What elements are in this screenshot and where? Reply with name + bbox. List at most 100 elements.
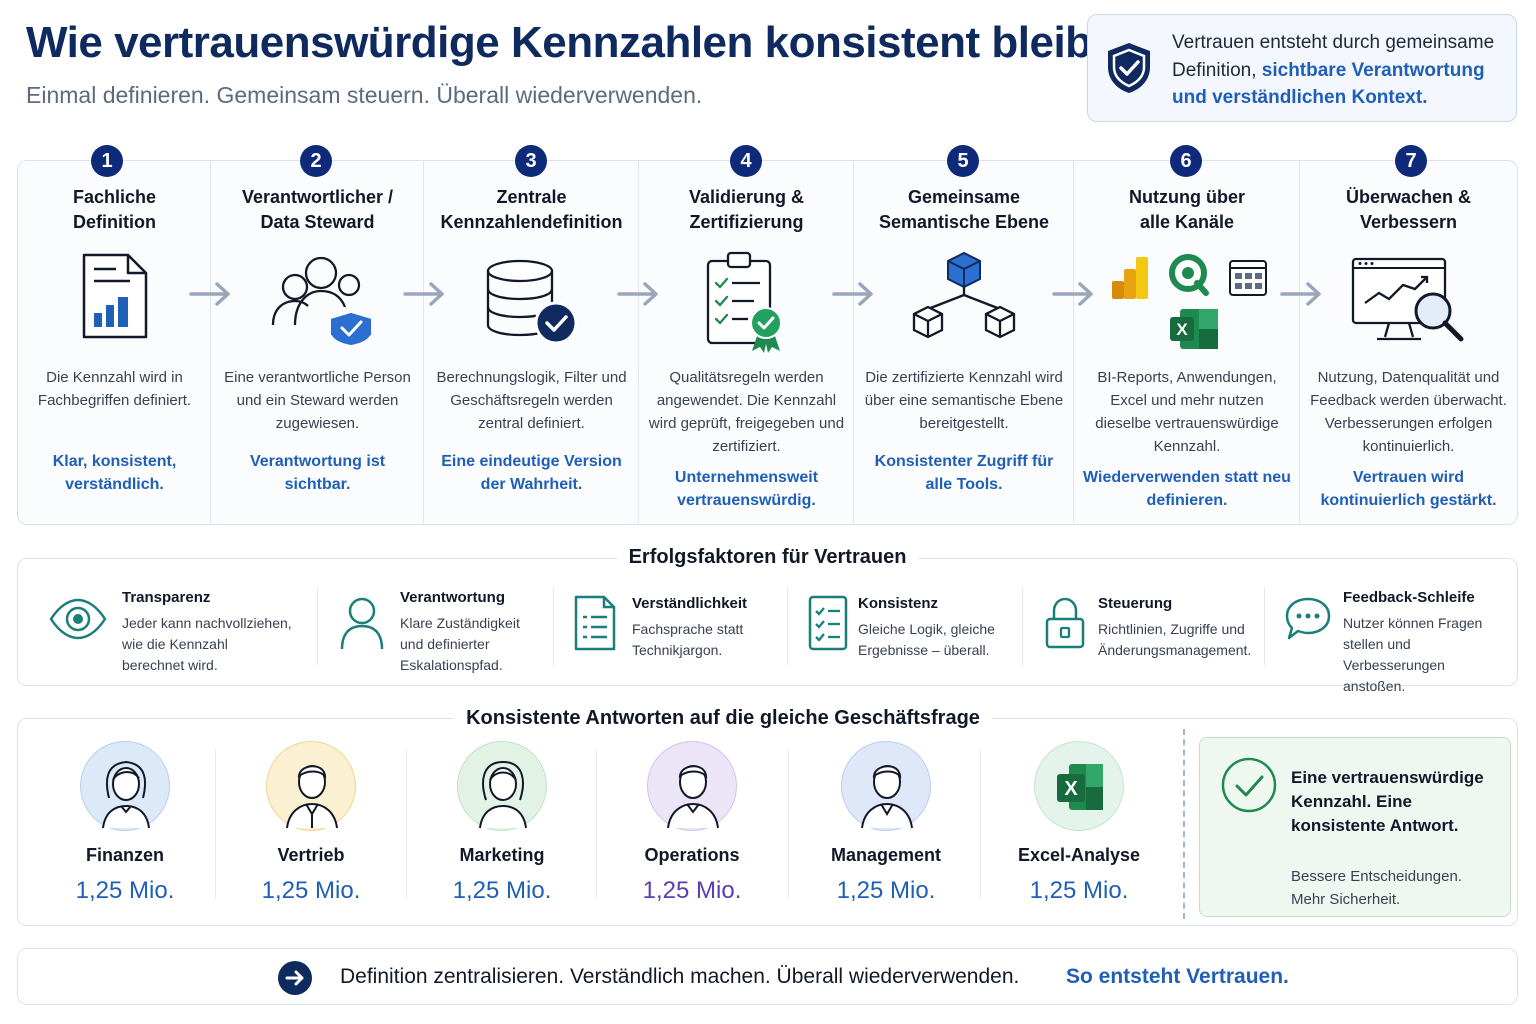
- svg-text:X: X: [1176, 320, 1188, 339]
- dept-finanzen: Finanzen 1,25 Mio.: [30, 741, 220, 911]
- man-avatar-icon: [266, 741, 356, 831]
- result-sub: Bessere Entscheidungen. Mehr Sicherheit.: [1291, 868, 1462, 908]
- step-divider: [1073, 161, 1074, 524]
- step-2: 2 Verantwortlicher / Data Steward Eine ve…: [211, 145, 424, 524]
- step-description: Eine verantwortliche Person und ein Stew…: [224, 369, 411, 432]
- checklist-icon: [808, 595, 848, 656]
- arrow-right-icon: [189, 279, 233, 314]
- woman-avatar-icon: [80, 741, 170, 831]
- chat-bubble-icon: [1284, 595, 1332, 648]
- step-number: 2: [300, 145, 332, 177]
- step-number: 6: [1170, 145, 1202, 177]
- trust-callout: Vertrauen entsteht durch gemeinsame Defi…: [1087, 14, 1517, 122]
- step-6: 6 Nutzung über alle Kanäle: [1074, 145, 1300, 524]
- dept-name: Finanzen: [85, 845, 164, 865]
- dept-value: 1,25 Mio.: [261, 877, 361, 904]
- document-icon: [574, 595, 616, 656]
- man-avatar-icon: [841, 741, 931, 831]
- step-1: 1 Fachliche Definition Die Kennzahl wird …: [18, 145, 211, 524]
- arrow-circle-icon: [277, 960, 313, 1001]
- step-tag: Unternehmensweit vertrauenswürdig.: [674, 469, 819, 509]
- factor-description: Nutzer können Fragen stellen und Verbesse…: [1343, 615, 1483, 694]
- dept-name: Marketing: [459, 845, 545, 865]
- factor-name: Transparenz: [122, 589, 211, 606]
- footer-banner: Definition zentralisieren. Verständlich …: [17, 948, 1518, 1005]
- step-tag: Vertrauen wird kontinuierlich gestärkt.: [1320, 469, 1497, 509]
- bi-tools-icon: X: [1106, 253, 1268, 358]
- step-title: Nutzung über alle Kanäle: [1129, 187, 1245, 232]
- step-divider: [638, 161, 639, 524]
- factor-divider: [1264, 587, 1265, 665]
- section-title: Konsistente Antworten auf die gleiche Ge…: [454, 707, 992, 729]
- step-title: Verantwortlicher / Data Steward: [241, 187, 394, 232]
- step-7: 7 Überwachen & Verbessern Nutzung, Datenq…: [1300, 145, 1517, 524]
- factor-description: Gleiche Logik, gleiche Ergebnisse – übera…: [858, 621, 995, 658]
- dept-value: 1,25 Mio.: [1029, 877, 1129, 904]
- page-subtitle: Einmal definieren. Gemeinsam steuern. Üb…: [26, 82, 703, 108]
- factor-divider: [1022, 587, 1023, 665]
- dept-value: 1,25 Mio.: [452, 877, 552, 904]
- factor-name: Konsistenz: [858, 595, 939, 612]
- step-tag: Klar, konsistent, verständlich.: [52, 453, 177, 493]
- document-chart-icon: [80, 251, 150, 346]
- factor-divider: [317, 587, 318, 665]
- consistent-answers: Konsistente Antworten auf die gleiche Ge…: [17, 707, 1518, 926]
- eye-icon: [48, 595, 108, 648]
- step-tag: Wiederverwenden statt neu definieren.: [1083, 469, 1291, 509]
- factor-feedback: Feedback-Schleife Nutzer können Fragen st…: [1284, 587, 1516, 694]
- step-description: Die zertifizierte Kennzahl wird über ein…: [864, 369, 1064, 432]
- step-description: Die Kennzahl wird in Fachbegriffen defin…: [37, 369, 192, 409]
- result-callout: Eine vertrauenswürdige Kennzahl. Eine ko…: [1199, 737, 1511, 917]
- clipboard-certificate-icon: [702, 249, 792, 358]
- dept-vertrieb: Vertrieb 1,25 Mio.: [216, 741, 406, 911]
- step-tag: Eine eindeutige Version der Wahrheit.: [441, 453, 622, 493]
- step-description: Berechnungslogik, Filter und Geschäftsre…: [436, 369, 627, 432]
- dept-value: 1,25 Mio.: [75, 877, 175, 904]
- factor-steuerung: Steuerung Richtlinien, Zugriffe und Änder…: [1044, 587, 1264, 665]
- process-steps: 1 Fachliche Definition Die Kennzahl wird …: [17, 145, 1518, 525]
- cube-hierarchy-icon: [906, 251, 1022, 348]
- step-divider: [423, 161, 424, 524]
- dept-name: Operations: [644, 845, 740, 865]
- dept-divider: [215, 749, 216, 899]
- dept-name: Vertrieb: [277, 845, 345, 865]
- dept-operations: Operations 1,25 Mio.: [597, 741, 787, 911]
- page-title: Wie vertrauenswürdige Kennzahlen konsist…: [26, 18, 1142, 67]
- factor-description: Jeder kann nachvollziehen, wie die Kennza…: [122, 615, 292, 673]
- person-icon: [338, 595, 386, 656]
- lock-icon: [1044, 595, 1086, 656]
- excel-icon: X: [1034, 741, 1124, 831]
- dept-management: Management 1,25 Mio.: [791, 741, 981, 911]
- factor-description: Klare Zuständigkeit und definierter Eskala…: [400, 615, 520, 673]
- dept-name: Excel-Analyse: [1017, 845, 1141, 865]
- step-number: 5: [947, 145, 979, 177]
- factor-transparenz: Transparenz Jeder kann nachvollziehen, wi…: [48, 587, 313, 673]
- factor-description: Richtlinien, Zugriffe und Änderungsmanage…: [1098, 621, 1252, 658]
- step-tag: Konsistenter Zugriff für alle Tools.: [874, 453, 1054, 493]
- svg-text:X: X: [1064, 778, 1078, 800]
- step-title: Zentrale Kennzahlendefinition: [440, 187, 623, 232]
- people-shield-icon: [263, 253, 373, 350]
- factor-divider: [553, 587, 554, 665]
- step-title: Überwachen & Verbessern: [1345, 187, 1472, 232]
- monitor-magnifier-icon: [1349, 255, 1469, 356]
- arrow-right-icon: [1280, 279, 1324, 314]
- arrow-right-icon: [832, 279, 876, 314]
- dashed-divider: [1183, 729, 1185, 919]
- step-title: Fachliche Definition: [72, 187, 157, 232]
- step-number: 3: [515, 145, 547, 177]
- step-divider: [853, 161, 854, 524]
- step-4: 4 Validierung & Zertifizierung Qualitätsr…: [639, 145, 854, 524]
- dept-excel-analyse: X Excel-Analyse 1,25 Mio.: [984, 741, 1174, 911]
- factor-divider: [787, 587, 788, 665]
- dept-divider: [406, 749, 407, 899]
- step-number: 7: [1395, 145, 1427, 177]
- factor-name: Verantwortung: [400, 589, 506, 606]
- dept-marketing: Marketing 1,25 Mio.: [407, 741, 597, 911]
- dept-value: 1,25 Mio.: [836, 877, 936, 904]
- arrow-right-icon: [403, 279, 447, 314]
- step-3: 3 Zentrale Kennzahlendefinition Berechnun…: [424, 145, 639, 524]
- factor-name: Verständlichkeit: [632, 595, 748, 612]
- step-number: 4: [730, 145, 762, 177]
- footer-text: Definition zentralisieren. Verständlich …: [340, 965, 1020, 988]
